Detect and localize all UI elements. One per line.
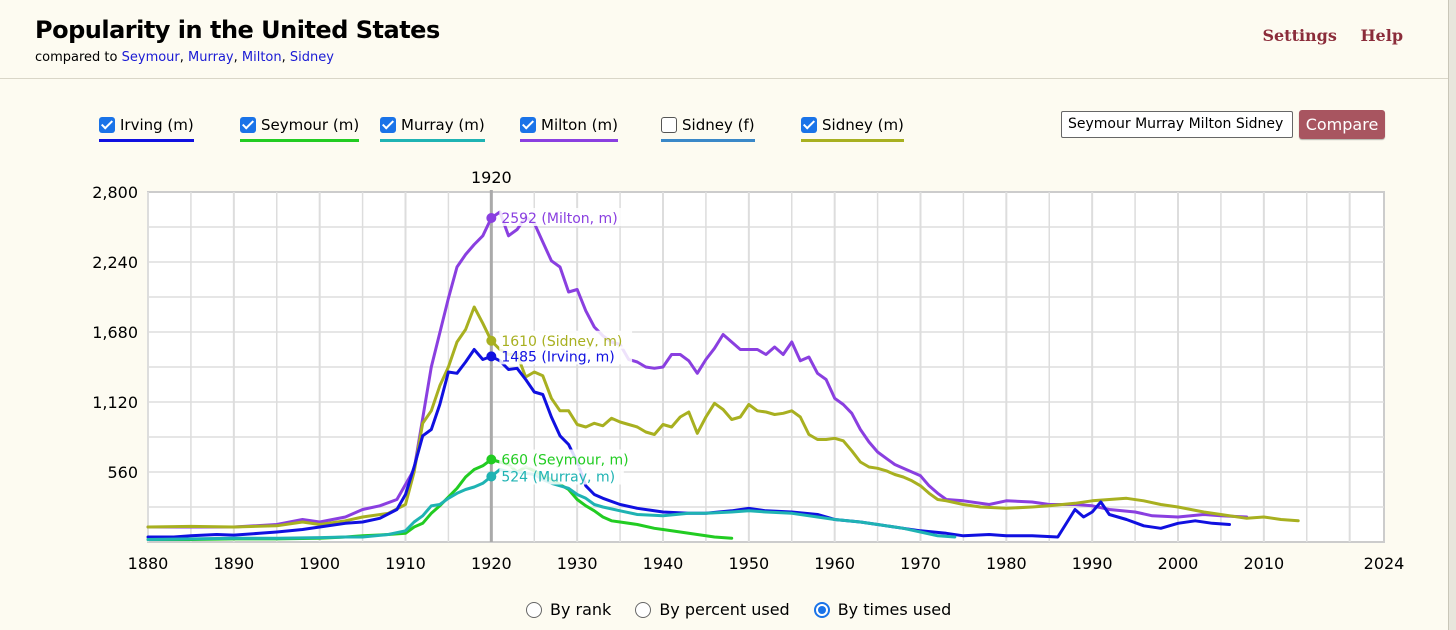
settings-link[interactable]: Settings [1262, 26, 1337, 45]
compare-button[interactable]: Compare [1299, 110, 1385, 139]
radio-button[interactable] [526, 601, 542, 618]
legend-label: Sidney (m) [822, 116, 904, 134]
legend-swatch [240, 139, 360, 142]
x-tick-label: 1940 [643, 554, 684, 573]
data-label: 524 (Murray, m) [501, 470, 615, 486]
y-tick-label: 2,240 [92, 253, 138, 272]
label-background [499, 330, 633, 349]
label-background [499, 346, 633, 365]
data-label: 660 (Seymour, m) [501, 453, 628, 469]
scrollbar[interactable] [1448, 0, 1456, 630]
compare-link-seymour[interactable]: Seymour [121, 50, 180, 65]
legend-label: Murray (m) [401, 116, 485, 134]
checkbox[interactable] [380, 117, 396, 133]
highlight-year-label: 1920 [471, 168, 512, 187]
radio-label: By times used [837, 600, 952, 619]
x-tick-label: 1990 [1072, 554, 1113, 573]
data-label: 1485 (Irving, m) [501, 349, 614, 365]
value-marker [486, 335, 497, 346]
compare-names-input[interactable]: Seymour Murray Milton Sidney [1061, 111, 1293, 138]
value-marker [486, 471, 497, 482]
value-marker [486, 454, 497, 465]
x-tick-label: 1950 [728, 554, 769, 573]
legend-item-irving[interactable]: Irving (m) [99, 112, 194, 142]
x-tick-label: 2010 [1243, 554, 1284, 573]
x-tick-label: 1890 [213, 554, 254, 573]
x-tick-label: 2024 [1364, 554, 1405, 573]
label-background [499, 449, 633, 468]
checkbox[interactable] [99, 117, 115, 133]
radio-label: By percent used [659, 600, 790, 619]
legend-item-sidney-f[interactable]: Sidney (f) [661, 112, 755, 142]
legend-item-milton[interactable]: Milton (m) [520, 112, 618, 142]
checkbox[interactable] [520, 117, 536, 133]
radio-by-rank[interactable]: By rank [526, 600, 611, 619]
radio-button[interactable] [813, 601, 830, 618]
radio-by-times[interactable]: By times used [813, 600, 952, 619]
legend-swatch [99, 139, 194, 142]
y-tick-label: 2,800 [92, 183, 138, 202]
data-label: 2592 (Milton, m) [501, 211, 617, 227]
value-marker [486, 213, 497, 223]
help-link[interactable]: Help [1360, 26, 1403, 45]
view-options: By rank By percent used By times used [526, 600, 951, 619]
compared-prefix: compared to [35, 50, 118, 65]
legend-item-seymour[interactable]: Seymour (m) [240, 112, 360, 142]
checkbox[interactable] [240, 117, 256, 133]
label-background [499, 208, 633, 226]
legend-item-murray[interactable]: Murray (m) [380, 112, 485, 142]
legend-label: Irving (m) [120, 116, 194, 134]
compare-link-sidney[interactable]: Sidney [289, 50, 334, 65]
series-line [146, 305, 1300, 529]
x-tick-label: 1910 [385, 554, 426, 573]
radio-by-percent[interactable]: By percent used [635, 600, 790, 619]
x-tick-label: 1880 [128, 554, 169, 573]
popularity-chart: 560 1,120 1,680 2,240 2,800 1880 1890 1900 1910 1… [92, 168, 1405, 573]
x-tick-label: 1930 [557, 554, 598, 573]
top-links: Settings Help [1244, 26, 1403, 45]
legend-swatch [801, 139, 904, 142]
x-tick-label: 1980 [986, 554, 1027, 573]
x-tick-label: 2000 [1158, 554, 1199, 573]
checkbox[interactable] [661, 117, 677, 133]
x-tick-label: 1900 [299, 554, 340, 573]
value-marker [486, 351, 497, 362]
page-header: Popularity in the United States compared… [0, 0, 1448, 79]
checkbox[interactable] [801, 117, 817, 133]
label-background [499, 466, 624, 485]
legend-label: Sidney (f) [682, 116, 755, 134]
legend-swatch [661, 139, 755, 142]
y-tick-label: 560 [107, 463, 138, 482]
legend-swatch [520, 139, 618, 142]
radio-button[interactable] [635, 601, 652, 618]
legend-item-sidney-m[interactable]: Sidney (m) [801, 112, 904, 142]
compare-link-milton[interactable]: Milton [241, 50, 282, 65]
legend-swatch [380, 139, 485, 142]
compare-link-murray[interactable]: Murray [188, 50, 234, 65]
x-tick-label: 1920 [471, 554, 512, 573]
series-line [146, 348, 1231, 539]
compared-to-line: compared to Seymour, Murray, Milton, Sid… [35, 50, 334, 65]
x-tick-label: 1960 [814, 554, 855, 573]
x-tick-label: 1970 [900, 554, 941, 573]
radio-label: By rank [550, 600, 612, 619]
legend-label: Seymour (m) [261, 116, 360, 134]
page-title: Popularity in the United States [35, 16, 440, 44]
y-tick-label: 1,680 [92, 323, 138, 342]
data-label: 1610 (Sidney, m) [501, 334, 622, 350]
y-tick-label: 1,120 [92, 393, 138, 412]
legend-label: Milton (m) [541, 116, 618, 134]
